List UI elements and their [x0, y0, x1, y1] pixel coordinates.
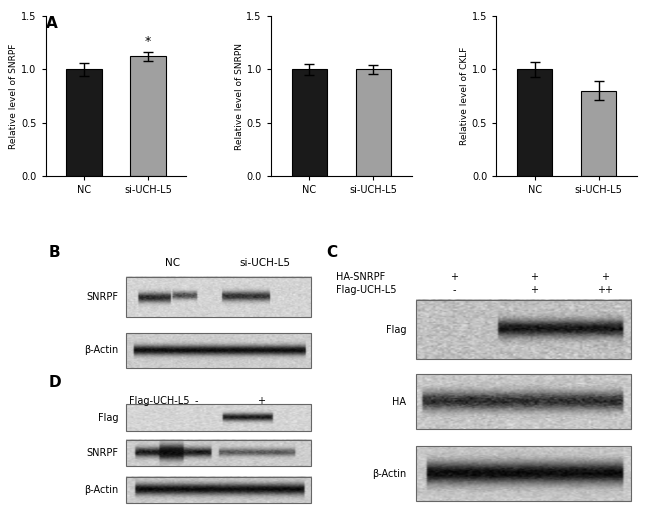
- Text: -: -: [194, 396, 198, 406]
- Y-axis label: Relative level of CKLF: Relative level of CKLF: [460, 47, 469, 145]
- Bar: [415, 446, 631, 501]
- Text: si-UCH-L5: si-UCH-L5: [239, 258, 291, 268]
- Text: Flag-UCH-L5: Flag-UCH-L5: [335, 285, 396, 295]
- Text: *: *: [145, 35, 151, 48]
- Bar: [517, 70, 552, 177]
- Bar: [126, 277, 311, 317]
- Text: Flag: Flag: [98, 413, 118, 423]
- Text: SNRPF: SNRPF: [86, 448, 118, 458]
- Text: +: +: [601, 272, 609, 282]
- Bar: [126, 405, 311, 431]
- Text: B: B: [49, 245, 60, 260]
- Text: +: +: [530, 285, 538, 295]
- Text: HA: HA: [393, 397, 406, 407]
- Bar: [66, 70, 101, 177]
- Text: β-Actin: β-Actin: [84, 485, 118, 495]
- Text: Flag: Flag: [386, 325, 406, 335]
- Text: SNRPF: SNRPF: [86, 292, 118, 302]
- Text: -: -: [452, 285, 456, 295]
- Bar: [126, 333, 311, 368]
- Bar: [126, 440, 311, 466]
- Text: A: A: [46, 16, 57, 31]
- Text: C: C: [326, 245, 337, 260]
- Y-axis label: Relative level of SNRPF: Relative level of SNRPF: [9, 43, 18, 149]
- Bar: [415, 374, 631, 429]
- Text: β-Actin: β-Actin: [84, 346, 118, 356]
- Bar: [581, 91, 616, 177]
- Text: HA-SNRPF: HA-SNRPF: [335, 272, 385, 282]
- Bar: [415, 300, 631, 359]
- Text: +: +: [530, 272, 538, 282]
- Bar: [130, 56, 166, 177]
- Text: β-Actin: β-Actin: [372, 469, 406, 479]
- Bar: [356, 70, 391, 177]
- Bar: [126, 477, 311, 503]
- Text: NC: NC: [164, 258, 180, 268]
- Text: ++: ++: [597, 285, 613, 295]
- Y-axis label: Relative level of SNRPN: Relative level of SNRPN: [235, 43, 244, 150]
- Text: D: D: [49, 375, 61, 390]
- Bar: [292, 70, 327, 177]
- Text: +: +: [257, 396, 265, 406]
- Text: +: +: [450, 272, 458, 282]
- Text: Flag-UCH-L5: Flag-UCH-L5: [129, 396, 189, 406]
